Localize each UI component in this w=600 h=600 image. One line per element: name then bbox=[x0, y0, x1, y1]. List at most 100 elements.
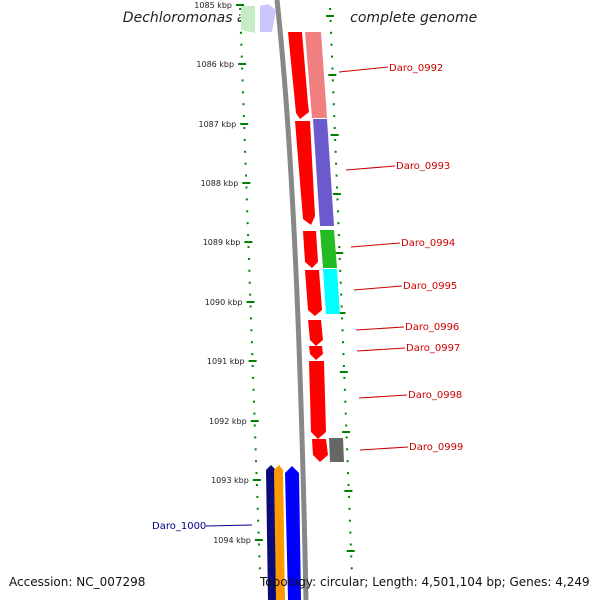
label-daro-0999[interactable]: Daro_0999 bbox=[409, 442, 463, 453]
minor-tick-right bbox=[346, 460, 349, 463]
gene-daro-0994-green bbox=[320, 230, 337, 268]
label-daro-0997[interactable]: Daro_0997 bbox=[406, 343, 460, 354]
minor-tick-left bbox=[244, 150, 247, 153]
minor-tick-left bbox=[251, 353, 254, 356]
minor-tick-right bbox=[348, 519, 351, 522]
major-tick-right bbox=[342, 431, 351, 433]
leader-daro-0999 bbox=[359, 446, 409, 451]
tick-label: 1090 kbp bbox=[205, 298, 243, 307]
tick-label: 1092 kbp bbox=[209, 417, 247, 426]
minor-tick-right bbox=[345, 424, 348, 427]
minor-tick-left bbox=[252, 376, 255, 379]
minor-tick-left bbox=[249, 305, 252, 308]
minor-tick-left bbox=[252, 400, 255, 403]
genome-backbone bbox=[274, 0, 309, 600]
minor-tick-right bbox=[335, 162, 338, 165]
gene-faded-blue bbox=[260, 4, 276, 32]
minor-tick-right bbox=[347, 484, 350, 486]
label-daro-0994[interactable]: Daro_0994 bbox=[401, 238, 455, 249]
minor-tick-left bbox=[248, 269, 251, 272]
tick-label: 1087 kbp bbox=[198, 120, 236, 129]
label-daro-0993[interactable]: Daro_0993 bbox=[396, 161, 450, 172]
leader-daro-1000 bbox=[205, 524, 253, 527]
minor-tick-right bbox=[330, 43, 333, 46]
minor-tick-right bbox=[341, 341, 344, 344]
minor-tick-right bbox=[336, 210, 339, 213]
minor-tick-right bbox=[329, 19, 332, 22]
minor-tick-right bbox=[348, 507, 351, 510]
minor-tick-left bbox=[248, 281, 251, 284]
minor-tick-right bbox=[337, 234, 340, 237]
major-tick-right bbox=[328, 74, 337, 76]
minor-tick-left bbox=[258, 567, 261, 570]
major-tick-right bbox=[332, 193, 341, 195]
minor-tick-right bbox=[339, 269, 342, 272]
leader-daro-0992 bbox=[338, 66, 389, 73]
gene-daro-0998-red bbox=[309, 361, 326, 439]
tick-label: 1089 kbp bbox=[203, 238, 241, 247]
minor-tick-left bbox=[245, 186, 248, 189]
gene-daro-0992-pink bbox=[305, 32, 327, 118]
minor-tick-right bbox=[334, 150, 337, 153]
tick-label: 1093 kbp bbox=[211, 476, 249, 485]
minor-tick-left bbox=[255, 460, 258, 463]
leader-daro-0993 bbox=[345, 165, 396, 171]
minor-tick-left bbox=[239, 8, 242, 10]
minor-tick-right bbox=[344, 400, 347, 403]
tick-label: 1091 kbp bbox=[207, 357, 245, 366]
minor-tick-left bbox=[246, 210, 249, 213]
major-tick-left bbox=[252, 479, 261, 481]
minor-tick-right bbox=[340, 305, 343, 308]
tick-label: 1085 kbp bbox=[194, 1, 232, 10]
gene-daro-0996-red bbox=[308, 320, 323, 346]
label-daro-0996[interactable]: Daro_0996 bbox=[405, 322, 459, 333]
major-tick-left bbox=[240, 123, 249, 125]
minor-tick-right bbox=[349, 531, 352, 534]
minor-tick-left bbox=[257, 531, 260, 534]
minor-tick-right bbox=[336, 186, 339, 189]
minor-tick-left bbox=[250, 329, 253, 332]
tick-label: 1088 kbp bbox=[201, 179, 239, 188]
label-daro-0992[interactable]: Daro_0992 bbox=[389, 63, 443, 74]
minor-tick-left bbox=[243, 138, 246, 141]
minor-tick-right bbox=[341, 329, 344, 332]
major-tick-left bbox=[254, 539, 263, 541]
minor-tick-right bbox=[338, 257, 341, 260]
minor-tick-right bbox=[345, 436, 348, 439]
major-tick-left bbox=[244, 241, 253, 243]
minor-tick-left bbox=[252, 388, 255, 391]
minor-tick-left bbox=[242, 115, 245, 118]
minor-tick-right bbox=[340, 293, 343, 296]
minor-tick-left bbox=[249, 293, 252, 296]
minor-tick-left bbox=[241, 79, 244, 82]
gene-daro-0999-gray bbox=[329, 438, 344, 462]
major-tick-left bbox=[242, 182, 251, 184]
topology-text: Topology: circular; Length: 4,501,104 bp… bbox=[260, 575, 590, 589]
major-tick-right bbox=[330, 134, 339, 136]
minor-tick-left bbox=[253, 412, 256, 415]
major-tick-left bbox=[238, 63, 247, 65]
minor-tick-right bbox=[350, 567, 353, 570]
minor-tick-left bbox=[242, 103, 245, 106]
minor-tick-right bbox=[335, 174, 338, 177]
label-daro-0995[interactable]: Daro_0995 bbox=[403, 281, 457, 292]
label-daro-1000[interactable]: Daro_1000 bbox=[152, 521, 206, 532]
gene-blue bbox=[285, 466, 301, 600]
label-daro-0998[interactable]: Daro_0998 bbox=[408, 390, 462, 401]
minor-tick-left bbox=[255, 484, 258, 486]
gene-daro-0997-red bbox=[309, 346, 323, 360]
minor-tick-left bbox=[254, 448, 257, 451]
minor-tick-right bbox=[339, 281, 342, 284]
scale-ticks: 1085 kbp 1086 kbp 1087 kbp 1088 kbp 1089 kbp… bbox=[194, 1, 355, 570]
minor-tick-left bbox=[254, 436, 257, 439]
tick-label: 1094 kbp bbox=[213, 536, 251, 545]
major-tick-left bbox=[248, 360, 257, 362]
minor-tick-left bbox=[247, 234, 250, 237]
minor-tick-right bbox=[338, 246, 341, 248]
minor-tick-right bbox=[341, 317, 344, 320]
major-tick-left bbox=[236, 4, 244, 6]
major-tick-right bbox=[337, 312, 346, 314]
minor-tick-left bbox=[257, 519, 260, 522]
minor-tick-left bbox=[243, 127, 246, 129]
minor-tick-left bbox=[244, 162, 247, 165]
